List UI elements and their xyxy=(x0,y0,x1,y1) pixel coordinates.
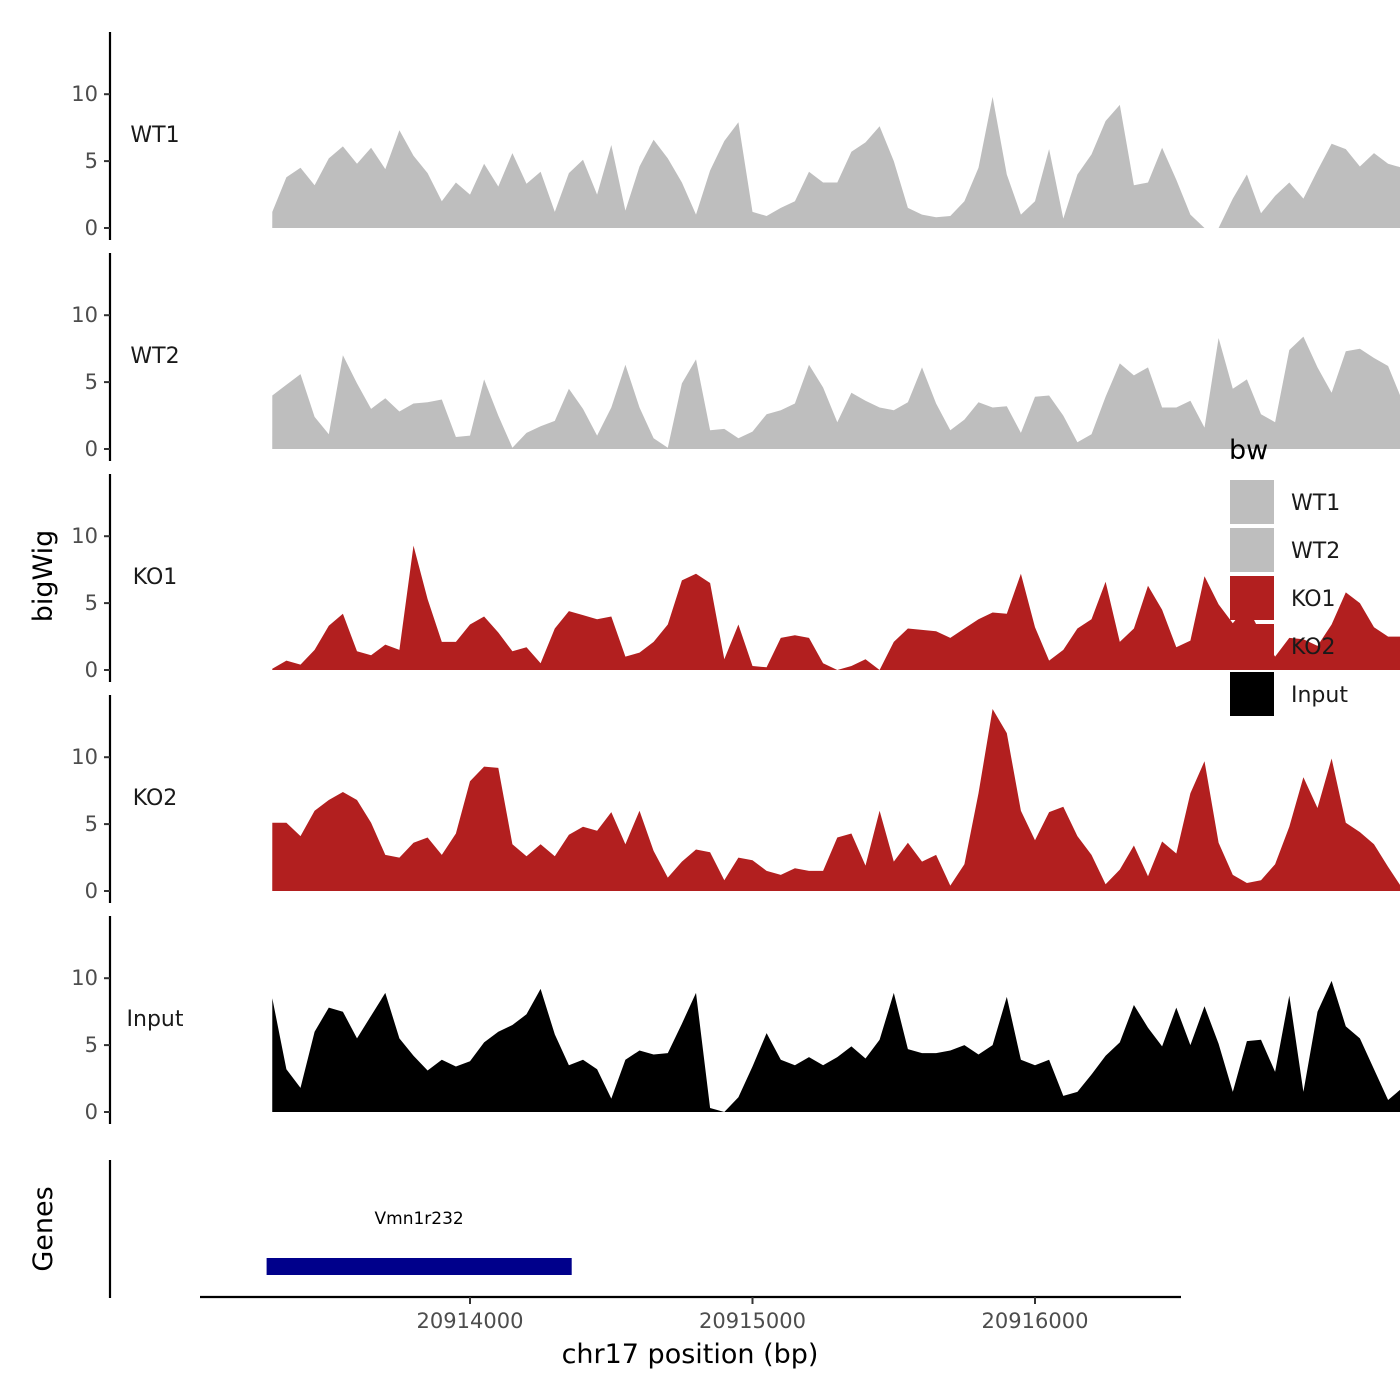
gene-body xyxy=(266,1258,572,1275)
track-label: Input xyxy=(127,1007,184,1032)
track-wt1: 0 5 10 WT1 xyxy=(71,32,1400,240)
y-tick-label: 0 xyxy=(85,1100,98,1124)
y-tick-label: 10 xyxy=(71,745,98,769)
signal-tracks: 0 5 10 WT1 0 5 10 WT2 0 5 10 KO1 0 5 10 KO2 0 5 10 Input xyxy=(71,32,1400,1124)
y-tick-label: 0 xyxy=(85,879,98,903)
x-tick-label: 20914000 xyxy=(417,1309,524,1333)
x-tick-label: 20915000 xyxy=(699,1309,806,1333)
y-tick-label: 5 xyxy=(85,591,98,615)
track-ko1: 0 5 10 KO1 xyxy=(71,474,1400,682)
track-wt2: 0 5 10 WT2 xyxy=(71,253,1400,461)
legend-label: KO1 xyxy=(1291,587,1336,612)
legend-label: WT1 xyxy=(1291,491,1340,516)
y-axis-title: bigWig xyxy=(28,530,59,623)
y-tick-label: 10 xyxy=(71,524,98,548)
track-label: WT2 xyxy=(130,344,179,369)
y-tick-label: 0 xyxy=(85,216,98,240)
signal-area-input xyxy=(272,980,1400,1112)
legend-swatch xyxy=(1230,528,1274,572)
legend-label: WT2 xyxy=(1291,539,1340,564)
track-label: KO2 xyxy=(133,786,178,811)
y-tick-label: 0 xyxy=(85,658,98,682)
y-tick-label: 5 xyxy=(85,1033,98,1057)
track-label: WT1 xyxy=(130,123,179,148)
track-label: KO1 xyxy=(133,565,178,590)
genes-axis-title: Genes xyxy=(28,1186,59,1271)
legend-label: Input xyxy=(1291,683,1348,708)
y-tick-label: 0 xyxy=(85,437,98,461)
x-axis: 20914000 20915000 20916000 xyxy=(200,1295,1181,1333)
y-tick-label: 5 xyxy=(85,812,98,836)
legend: WT1 WT2 KO1 KO2 Input xyxy=(1230,480,1348,716)
legend-title: bw xyxy=(1229,435,1268,466)
gene-label: Vmn1r232 xyxy=(375,1209,464,1229)
x-axis-title: chr17 position (bp) xyxy=(562,1339,819,1370)
legend-swatch xyxy=(1230,672,1274,716)
legend-swatch xyxy=(1230,576,1274,620)
legend-swatch xyxy=(1230,480,1274,524)
track-ko2: 0 5 10 KO2 xyxy=(71,695,1400,903)
x-tick-label: 20916000 xyxy=(982,1309,1089,1333)
signal-area-ko2 xyxy=(272,709,1400,891)
signal-area-wt1 xyxy=(272,96,1400,228)
y-tick-label: 10 xyxy=(71,82,98,106)
legend-label: KO2 xyxy=(1291,635,1336,660)
signal-area-wt2 xyxy=(272,336,1400,449)
y-tick-label: 10 xyxy=(71,303,98,327)
y-tick-label: 10 xyxy=(71,966,98,990)
signal-area-ko1 xyxy=(272,545,1400,670)
y-tick-label: 5 xyxy=(85,370,98,394)
track-input: 0 5 10 Input xyxy=(71,916,1400,1124)
gene-track: Vmn1r232 xyxy=(108,1160,572,1298)
legend-swatch xyxy=(1230,624,1274,668)
y-tick-label: 5 xyxy=(85,149,98,173)
